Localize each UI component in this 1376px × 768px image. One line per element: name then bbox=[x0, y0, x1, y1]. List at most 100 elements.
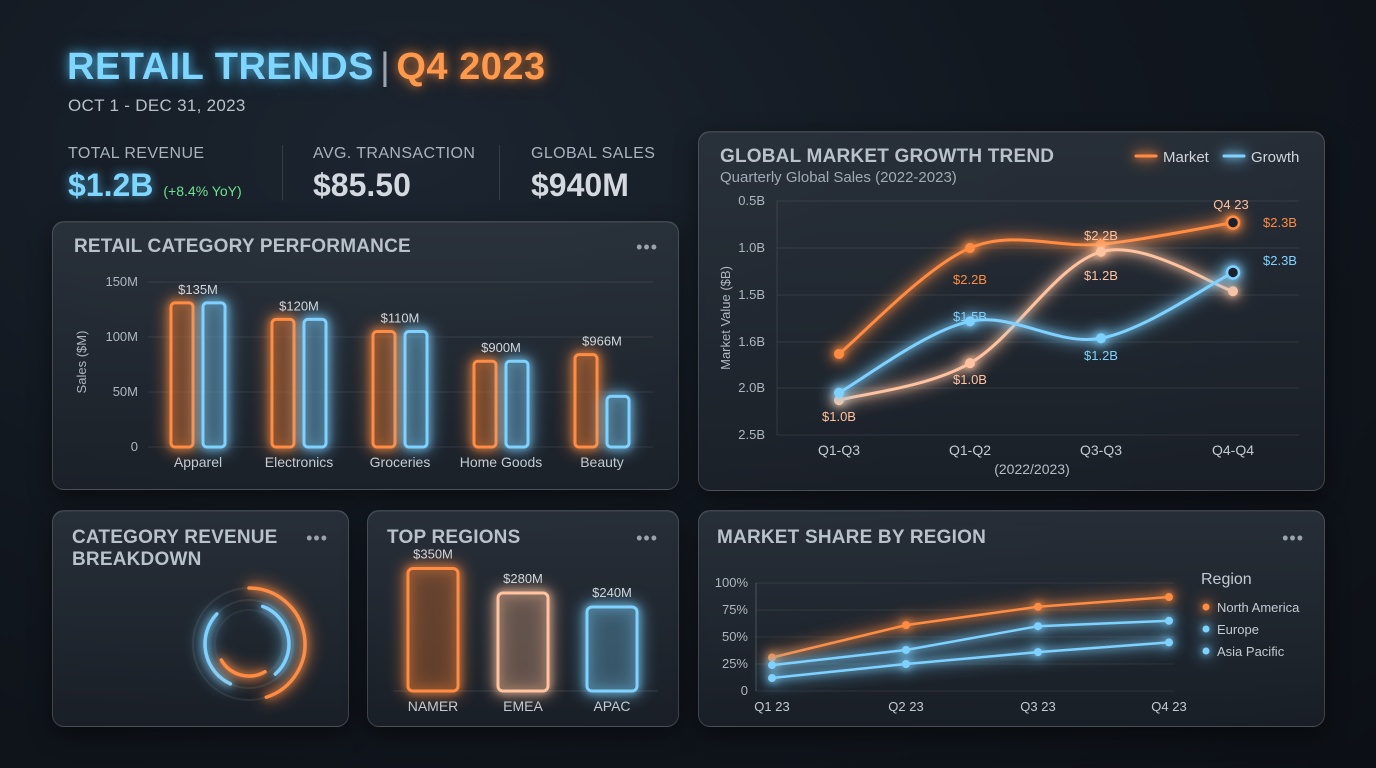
series-line bbox=[771, 595, 1170, 659]
annotation-label: $2.2B bbox=[953, 272, 987, 287]
data-point bbox=[965, 316, 975, 327]
x-tick-label: Q1-Q3 bbox=[818, 442, 860, 458]
kpi-value: $1.2B bbox=[68, 167, 154, 203]
legend-label: Europe bbox=[1217, 622, 1259, 637]
dashboard-title: RETAIL TRENDS | Q4 2023 bbox=[67, 46, 546, 89]
data-label: $240M bbox=[592, 585, 632, 600]
ring-segment bbox=[260, 604, 291, 676]
data-point bbox=[965, 243, 975, 253]
bar bbox=[270, 317, 296, 449]
data-point bbox=[1096, 333, 1106, 344]
x-tick-label: Apparel bbox=[174, 454, 222, 470]
more-menu-icon[interactable]: ••• bbox=[636, 528, 658, 548]
data-point bbox=[768, 653, 776, 662]
y-tick-label: 25% bbox=[722, 656, 748, 671]
kpi-value: $940M bbox=[531, 167, 629, 203]
growth-trend-chart: 2.5B 2.0B 1.6B 1.5B 1.0B 0.5B Market Value ($B… bbox=[718, 149, 1299, 477]
more-menu-icon[interactable]: ••• bbox=[1282, 528, 1304, 548]
legend-swatch bbox=[1202, 647, 1210, 655]
panel-title-line2: BREAKDOWN bbox=[72, 549, 202, 570]
y-axis-label: Market Value ($B) bbox=[718, 266, 733, 370]
bar bbox=[169, 301, 195, 449]
bar bbox=[371, 330, 397, 449]
data-point bbox=[768, 661, 776, 670]
x-tick-label: Q4 23 bbox=[1151, 699, 1186, 714]
kpi-change: (+8.4% YoY) bbox=[163, 183, 242, 199]
data-point bbox=[1165, 638, 1173, 647]
y-tick-label: 2.5B bbox=[738, 427, 765, 442]
data-point bbox=[1034, 602, 1042, 611]
data-point bbox=[1165, 593, 1173, 602]
kpi-label: GLOBAL SALES bbox=[531, 145, 656, 162]
x-tick-label: Electronics bbox=[265, 454, 333, 470]
x-tick-label: Q4-Q4 bbox=[1212, 442, 1254, 458]
market-share-chart: 0 25% 50% 75% 100% Q1 23 Q2 23 Q3 23 Q4 23 Region… bbox=[715, 571, 1300, 714]
kpi-value: $85.50 bbox=[313, 167, 411, 203]
y-tick-label: 50% bbox=[722, 629, 748, 644]
data-label: $280M bbox=[503, 571, 543, 586]
data-label: $900M bbox=[481, 340, 521, 355]
bar bbox=[573, 353, 599, 449]
bar bbox=[605, 394, 631, 449]
legend-label: North America bbox=[1217, 600, 1300, 615]
y-tick-label: 0.5B bbox=[738, 193, 765, 208]
annotation-label: $1.5B bbox=[953, 309, 987, 324]
kpi-avg-transaction: AVG. TRANSACTION $85.50 bbox=[313, 145, 475, 204]
data-label: $110M bbox=[381, 311, 420, 326]
y-tick-label: 150M bbox=[105, 274, 138, 289]
data-point bbox=[1034, 622, 1042, 631]
data-point bbox=[768, 674, 776, 683]
data-label: $120M bbox=[279, 298, 319, 313]
y-tick-label: 1.5B bbox=[738, 287, 765, 302]
y-tick-label: 50M bbox=[113, 384, 138, 399]
growth-trend-panel: GLOBAL MARKET GROWTH TREND Quarterly Glo… bbox=[698, 131, 1325, 491]
y-tick-label: 1.0B bbox=[738, 240, 765, 255]
kpi-divider bbox=[282, 145, 283, 200]
x-tick-label: Q2 23 bbox=[888, 699, 923, 714]
bar bbox=[472, 359, 498, 449]
revenue-breakdown-chart bbox=[192, 586, 307, 701]
y-tick-label: 0 bbox=[131, 439, 138, 454]
kpi-label: AVG. TRANSACTION bbox=[313, 145, 476, 162]
annotation-label: $2.3B bbox=[1263, 215, 1297, 230]
top-regions-chart: $350M NAMER $280M EMEA $240M APAC bbox=[393, 547, 658, 714]
top-regions-panel: TOP REGIONS ••• $350M NAMER $280M EMEA $240M… bbox=[367, 510, 679, 727]
x-tick-label: APAC bbox=[593, 698, 630, 714]
ring-segment bbox=[203, 612, 233, 686]
x-tick-label: Q3-Q3 bbox=[1080, 442, 1122, 458]
series-line bbox=[838, 221, 1234, 356]
x-tick-label: Home Goods bbox=[460, 454, 542, 470]
ring-segment bbox=[219, 658, 267, 678]
panel-title: GLOBAL MARKET GROWTH TREND bbox=[720, 146, 1055, 167]
bar bbox=[496, 591, 550, 693]
bar bbox=[201, 301, 227, 449]
data-point bbox=[965, 358, 975, 369]
data-point bbox=[1228, 286, 1238, 297]
data-point bbox=[902, 621, 910, 630]
panel-subtitle: Quarterly Global Sales (2022-2023) bbox=[720, 169, 957, 186]
ring-segment bbox=[247, 586, 307, 700]
panel-title: CATEGORY REVENUE BREAKDOWN bbox=[72, 527, 278, 571]
annotation-label: $1.0B bbox=[953, 372, 987, 387]
x-tick-label: Groceries bbox=[370, 454, 431, 470]
category-performance-chart: 0 50M 100M 150M Sales ($M) Apparel $135M Electr… bbox=[74, 274, 653, 470]
more-menu-icon[interactable]: ••• bbox=[306, 528, 328, 548]
kpi-global-sales: GLOBAL SALES $940M bbox=[531, 145, 655, 204]
data-point bbox=[902, 645, 910, 654]
bar bbox=[302, 317, 328, 449]
annotation-label: $1.0B bbox=[822, 409, 856, 424]
more-menu-icon[interactable]: ••• bbox=[636, 237, 658, 257]
y-tick-label: 1.6B bbox=[738, 334, 765, 349]
bar bbox=[403, 330, 429, 449]
market-share-panel: MARKET SHARE BY REGION ••• 0 25% 50% 75% 100… bbox=[698, 510, 1325, 727]
bar bbox=[504, 359, 530, 449]
panel-title: MARKET SHARE BY REGION bbox=[717, 527, 987, 548]
bar bbox=[585, 605, 639, 693]
data-label: $350M bbox=[413, 547, 453, 562]
data-point bbox=[1225, 215, 1241, 230]
data-point bbox=[1225, 265, 1241, 280]
data-label: $966M bbox=[582, 334, 622, 349]
annotation-label: Q4 23 bbox=[1213, 197, 1248, 212]
y-tick-label: 100% bbox=[715, 575, 749, 590]
legend-label: Market bbox=[1163, 149, 1210, 166]
